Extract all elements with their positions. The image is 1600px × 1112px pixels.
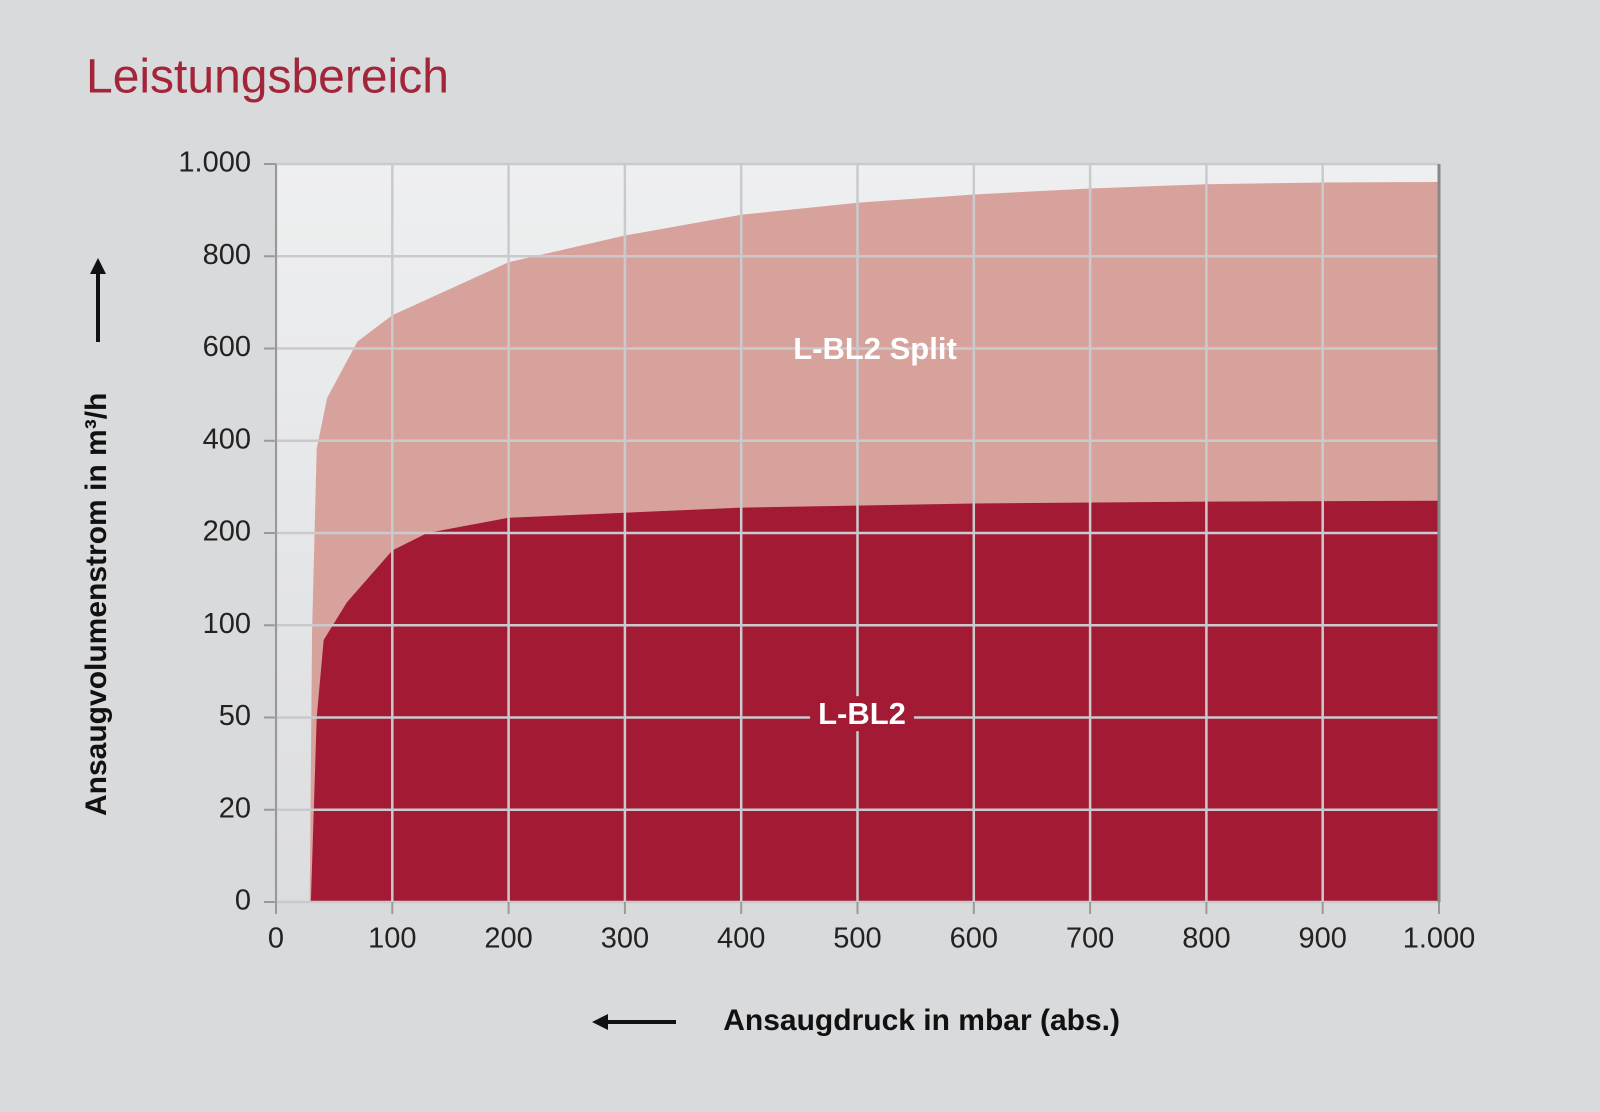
y-tick-label: 200 [203, 516, 251, 548]
x-tick-label: 800 [1182, 923, 1230, 955]
x-axis-label: Ansaugdruck in mbar (abs.) [723, 1004, 1120, 1037]
x-tick-label: 900 [1299, 923, 1347, 955]
x-tick-label: 500 [833, 923, 881, 955]
y-tick-label: 800 [203, 239, 251, 271]
x-tick-label: 300 [601, 923, 649, 955]
x-tick-label: 0 [268, 923, 284, 955]
x-tick-label: 100 [368, 923, 416, 955]
x-tick-label: 200 [484, 923, 532, 955]
plot: 0 20 50 100 200 400 600 800 1.000 0 100 200 300 400 50… [178, 147, 1475, 955]
x-tick-label: 700 [1066, 923, 1114, 955]
label-background [810, 696, 914, 732]
y-tick-label: 20 [219, 792, 251, 824]
y-tick-label: 50 [219, 700, 251, 732]
y-axis-label: Ansaugvolumenstrom in m³/h [80, 393, 113, 816]
x-tick-label: 400 [717, 923, 765, 955]
series-label: L-BL2 [818, 696, 906, 731]
x-tick-label: 600 [950, 923, 998, 955]
y-tick-label: 400 [203, 423, 251, 455]
y-tick-label: 100 [203, 608, 251, 640]
chart-title: Leistungsbereich [86, 51, 449, 104]
y-tick-label: 600 [203, 331, 251, 363]
series-label: L-BL2 Split [793, 331, 957, 366]
y-tick-label: 1.000 [178, 147, 251, 179]
y-tick-label: 0 [235, 885, 251, 917]
x-tick-label: 1.000 [1403, 923, 1476, 955]
